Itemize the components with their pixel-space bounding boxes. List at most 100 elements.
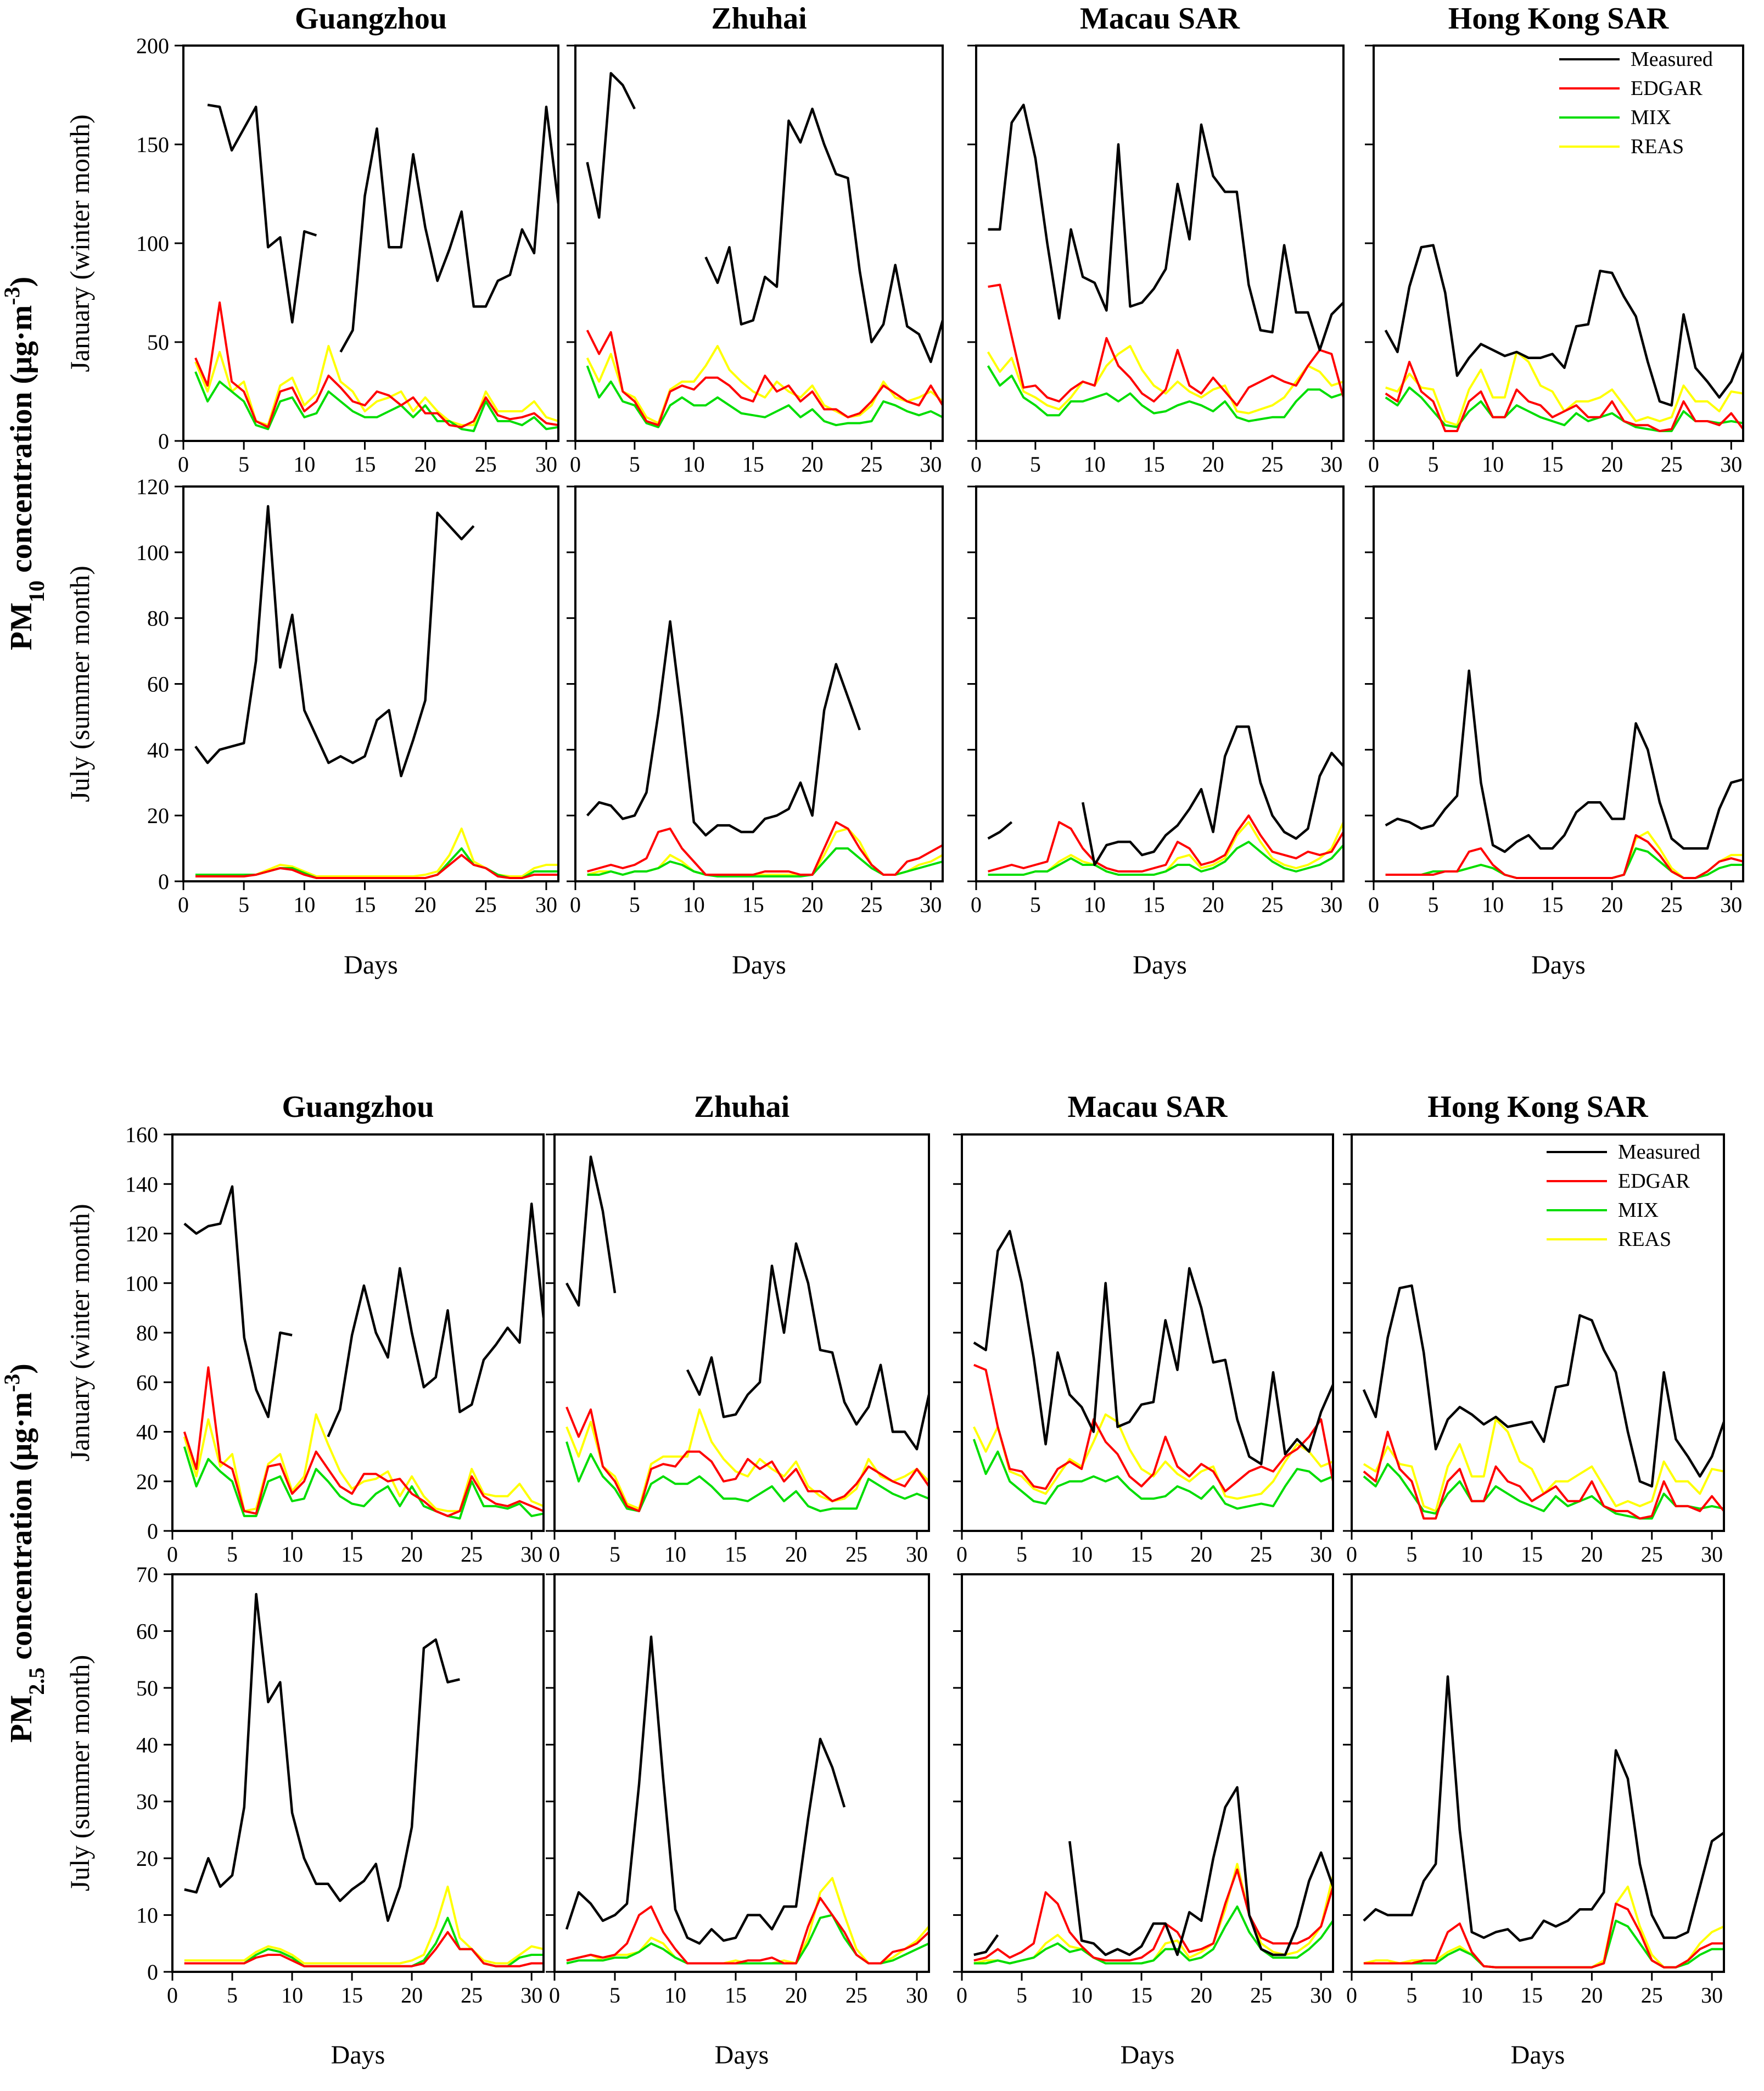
y-axis-title: PM2.5 concentration (μg·m-3): [0, 1363, 49, 1742]
x-tick-label: 25: [1641, 1542, 1663, 1567]
legend-label-measured: Measured: [1618, 1140, 1700, 1164]
legend-label-reas: REAS: [1618, 1228, 1671, 1251]
series-mix-line: [183, 1446, 544, 1520]
x-tick-label: 25: [1661, 452, 1683, 477]
y-title-subscript: 10: [24, 580, 49, 602]
x-tick-label: 20: [802, 892, 824, 917]
x-tick-label: 0: [1368, 452, 1379, 477]
series-mix-line: [194, 371, 558, 432]
x-tick-label: 15: [725, 1542, 747, 1567]
series-reas-line: [184, 1885, 544, 1965]
x-tick-label: 20: [1601, 892, 1623, 917]
series-edgar-line: [988, 283, 1343, 407]
x-tick-label: 10: [1482, 452, 1504, 477]
x-tick-label: 20: [785, 1542, 807, 1567]
series-mix-line: [972, 1439, 1333, 1510]
legend-label-measured: Measured: [1631, 48, 1713, 71]
series-measured-line: [1081, 725, 1343, 866]
y-tick-label: 40: [136, 1732, 158, 1757]
series-measured-line: [586, 620, 861, 837]
x-tick-label: 0: [1346, 1542, 1357, 1567]
x-tick-label: 30: [920, 892, 942, 917]
x-tick-label: 10: [1071, 1542, 1093, 1567]
panel-pm2-5-july-macau-sar: 0 5 10 15 20 25 30 Days: [953, 1573, 1334, 2070]
x-tick-label: 0: [1368, 892, 1379, 917]
x-tick-label: 25: [1250, 1542, 1272, 1567]
x-tick-label: 10: [683, 892, 705, 917]
x-tick-label: 20: [415, 452, 436, 477]
x-axis-title: Days: [1121, 2040, 1175, 2070]
x-tick-label: 0: [167, 1983, 178, 2008]
x-axis-title: Days: [1511, 2040, 1565, 2070]
y-tick-label: 60: [136, 1619, 158, 1643]
panel-frame: [574, 44, 944, 442]
y-tick-label: 10: [136, 1903, 158, 1928]
series-mix-line: [184, 1916, 544, 1967]
x-tick-label: 0: [971, 892, 982, 917]
series-edgar-line: [1385, 361, 1743, 432]
x-tick-label: 15: [341, 1983, 363, 2008]
x-tick-label: 25: [1641, 1983, 1663, 2008]
series-edgar-line: [1363, 1902, 1724, 1969]
panel-pm10-january-guangzhou: 0 5 10 15 20 25 30 0 50 100 150 200: [136, 33, 559, 477]
x-tick-label: 5: [1016, 1542, 1027, 1567]
x-tick-label: 15: [1130, 1983, 1152, 2008]
series-measured-line: [1068, 1786, 1333, 1956]
y-tick-label: 0: [147, 1960, 158, 1984]
series-measured-line: [327, 1203, 544, 1438]
x-axis-title: Days: [331, 2040, 385, 2070]
series-edgar-line: [586, 329, 943, 427]
column-title-guangzhou: Guangzhou: [282, 1090, 434, 1124]
panel-frame: [1351, 1133, 1725, 1532]
x-tick-label: 15: [1521, 1983, 1543, 2008]
legend-label-edgar: EDGAR: [1631, 77, 1703, 100]
x-tick-label: 30: [1320, 452, 1342, 477]
y-title-text: concentration (μg·m: [4, 305, 38, 580]
x-tick-label: 5: [629, 892, 640, 917]
series-mix-line: [565, 1441, 929, 1512]
series-edgar-line: [184, 1931, 544, 1967]
x-tick-label: 20: [415, 892, 436, 917]
panel-pm2-5-january-hong-kong-sar: 0 5 10 15 20 25 30 Measured EDGAR MIX REAS: [1343, 1133, 1725, 1567]
x-tick-label: 5: [1428, 452, 1439, 477]
x-tick-label: 25: [861, 892, 883, 917]
legend-label-edgar: EDGAR: [1618, 1170, 1690, 1193]
y-tick-label: 20: [147, 803, 169, 828]
series-measured-line: [704, 107, 943, 364]
x-tick-label: 15: [1130, 1542, 1152, 1567]
x-tick-label: 5: [609, 1542, 620, 1567]
x-tick-label: 15: [1143, 892, 1165, 917]
y-tick-label: 100: [125, 1271, 158, 1296]
y-tick-label: 140: [125, 1172, 158, 1197]
x-tick-label: 5: [238, 892, 249, 917]
x-tick-label: 20: [401, 1983, 423, 2008]
panel-frame: [1351, 1573, 1725, 1973]
x-tick-label: 10: [664, 1542, 686, 1567]
series-measured-line: [194, 505, 475, 778]
x-tick-label: 30: [1320, 892, 1342, 917]
row-label-july-summer-month: July (summer month): [64, 1655, 95, 1892]
x-tick-label: 5: [1030, 892, 1041, 917]
x-axis-title: Days: [715, 2040, 769, 2070]
panel-pm10-july-zhuhai: 0 5 10 15 20 25 30 Days: [567, 485, 944, 980]
series-edgar-line: [1385, 834, 1743, 879]
panel-pm10-january-macau-sar: 0 5 10 15 20 25 30: [967, 44, 1345, 477]
x-tick-label: 30: [535, 452, 557, 477]
y-tick-label: 100: [136, 231, 169, 256]
series-measured-line: [565, 1155, 617, 1307]
x-tick-label: 10: [281, 1983, 303, 2008]
x-tick-label: 0: [178, 892, 189, 917]
x-tick-label: 10: [1461, 1983, 1483, 2008]
series-mix-line: [586, 365, 943, 428]
column-title-hong-kong-sar: Hong Kong SAR: [1448, 2, 1669, 36]
y-title-pm: PM: [4, 1695, 38, 1743]
y-tick-label: 0: [158, 429, 169, 454]
series-measured-line: [1363, 1675, 1724, 1942]
x-tick-label: 25: [475, 892, 497, 917]
column-title-zhuhai: Zhuhai: [711, 2, 807, 36]
y-tick-label: 30: [136, 1790, 158, 1814]
x-tick-label: 10: [1084, 892, 1106, 917]
panel-frame: [553, 1133, 930, 1532]
y-tick-label: 120: [125, 1222, 158, 1246]
series-reas-line: [195, 828, 558, 877]
